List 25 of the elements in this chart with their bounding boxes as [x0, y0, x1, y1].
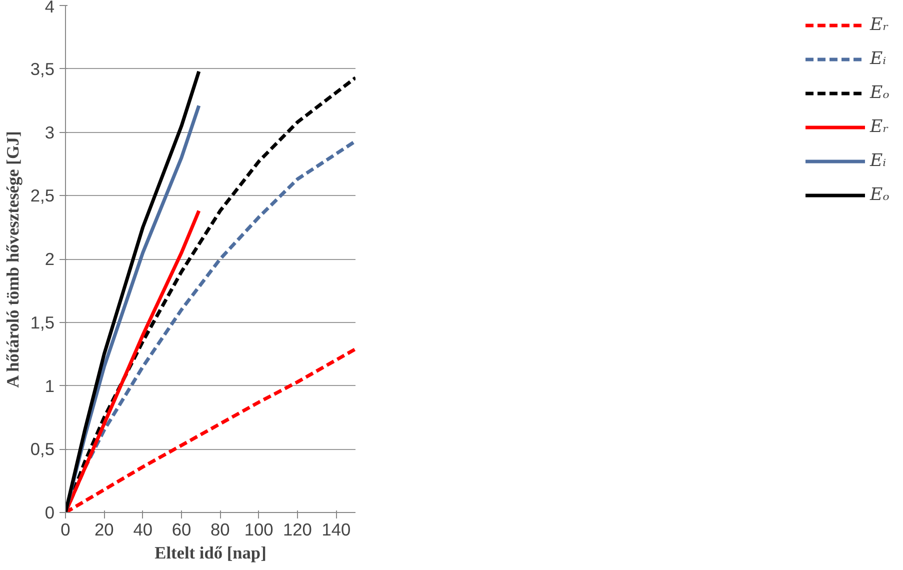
x-tick-label: 0: [60, 520, 70, 540]
y-tick-label: 3: [44, 122, 55, 142]
y-tick-label: 2: [44, 249, 55, 269]
y-tick-label: 3,5: [30, 58, 55, 79]
x-tick-label: 40: [133, 520, 152, 540]
x-tick-label: 80: [210, 520, 230, 540]
y-tick-label: 1,5: [30, 312, 55, 332]
legend-label: Eᵣ: [870, 117, 890, 137]
x-axis-title: Eltelt idő [nap]: [154, 544, 266, 562]
y-tick-label: 0: [44, 502, 55, 522]
legend-label: Eᵣ: [870, 15, 890, 35]
x-tick-label: 140: [322, 520, 351, 540]
x-tick-label: 60: [172, 520, 192, 540]
x-tick-label: 20: [94, 520, 114, 540]
y-tick-label: 1: [44, 376, 55, 396]
y-tick-label: 0,5: [30, 439, 55, 460]
y-axis-title: A hőtároló tömb hővesztesége [GJ]: [3, 131, 22, 388]
y-tick-label: 2,5: [30, 186, 55, 206]
legend-label: Eᵢ: [870, 151, 888, 171]
y-tick-label: 4: [44, 0, 55, 16]
legend-label: Eᵢ: [870, 49, 888, 69]
legend-label: Eₒ: [870, 83, 890, 103]
x-tick-label: 120: [283, 520, 312, 540]
legend-label: Eₒ: [870, 185, 890, 205]
x-tick-label: 100: [244, 520, 274, 540]
